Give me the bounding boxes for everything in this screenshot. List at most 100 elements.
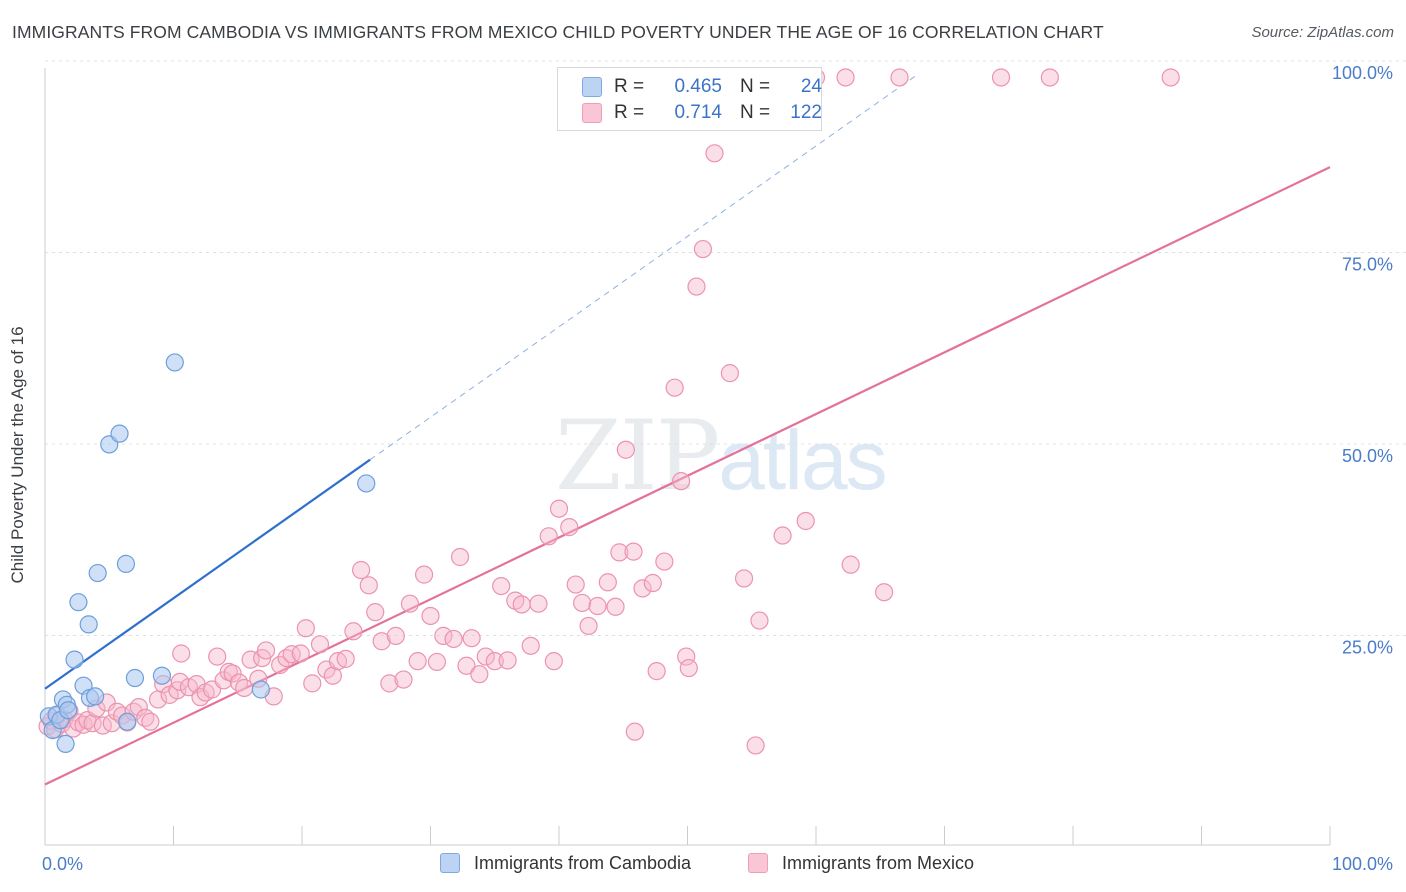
watermark-atlas: atlas	[718, 413, 887, 507]
cambodia-point	[110, 424, 129, 443]
legend-n-value: 24	[800, 76, 822, 97]
mexico-point	[141, 712, 160, 731]
mexico-point	[492, 576, 511, 596]
mexico-point	[643, 573, 662, 593]
mexico-point	[606, 597, 625, 616]
mexico-point	[796, 511, 815, 531]
mexico-point	[394, 670, 413, 689]
mexico-point	[434, 626, 453, 645]
mexico-point	[521, 636, 540, 655]
cambodia-point	[88, 563, 107, 583]
mexico-point	[773, 526, 792, 545]
y-axis-label: Child Poverty Under the Age of 16	[8, 326, 27, 584]
mexico-point	[462, 629, 481, 648]
legend-series-name: Immigrants from Cambodia	[474, 853, 692, 873]
mexico-point	[386, 626, 405, 645]
mexico-point	[655, 552, 674, 571]
mexico-point	[647, 662, 666, 681]
mexico-point	[380, 674, 399, 693]
mexico-point	[836, 68, 855, 87]
y-tick-label: 25.0%	[1342, 638, 1393, 658]
mexico-point	[693, 239, 713, 259]
mexico-point	[310, 635, 330, 654]
stats-legend: R = 0.465 N = 24 R = 0.714 N = 122	[557, 67, 822, 131]
mexico-point	[624, 542, 643, 561]
mexico-point	[734, 569, 754, 588]
mexico-point	[359, 576, 378, 595]
legend-r-label: R =	[614, 76, 645, 97]
cambodia-trend-line	[44, 458, 371, 690]
cambodia-trend-extension	[369, 73, 920, 461]
mexico-point	[579, 616, 598, 636]
cambodia-point	[116, 554, 136, 573]
cambodia-point	[125, 668, 145, 688]
mexico-point	[172, 644, 191, 663]
mexico-point	[890, 68, 909, 87]
mexico-swatch	[582, 103, 602, 123]
cambodia-points	[39, 353, 376, 753]
mexico-point	[223, 664, 242, 683]
cambodia-point	[165, 353, 184, 372]
mexico-point	[610, 543, 629, 562]
mexico-point	[444, 629, 463, 649]
mexico-point	[544, 652, 563, 671]
axes	[44, 68, 1331, 846]
mexico-point	[470, 665, 489, 684]
mexico-point	[414, 565, 434, 584]
legend-r-value: 0.465	[674, 76, 722, 97]
mexico-point	[271, 655, 290, 675]
mexico-point	[372, 632, 391, 651]
mexico-point	[241, 650, 260, 669]
cambodia-point	[118, 712, 137, 731]
mexico-point	[625, 722, 644, 741]
legend-n-value: 122	[790, 102, 822, 123]
mexico-point	[549, 499, 569, 518]
mexico-point	[296, 619, 315, 638]
mexico-point	[1040, 68, 1059, 87]
mexico-point	[427, 652, 447, 672]
mexico-point	[560, 518, 579, 537]
mexico-point	[633, 579, 652, 598]
mexico-point	[291, 644, 310, 663]
mexico-point	[616, 440, 635, 459]
mexico-point	[421, 606, 440, 626]
mexico-point	[336, 649, 355, 668]
legend-r-label: R =	[614, 102, 645, 123]
cambodia-point	[152, 666, 172, 685]
mexico-point	[750, 611, 769, 630]
mexico-point	[841, 555, 860, 574]
mexico-point	[229, 673, 249, 692]
cambodia-point	[251, 680, 270, 699]
mexico-point	[529, 594, 548, 613]
mexico-point	[573, 593, 592, 613]
legend-n-label: N =	[740, 102, 771, 123]
tick-labels: 25.0% 50.0% 75.0% 100.0% 0.0% 100.0%	[42, 63, 1393, 874]
cambodia-point	[69, 593, 88, 612]
mexico-point	[746, 736, 765, 755]
cambodia-swatch	[440, 853, 460, 873]
mexico-swatch	[748, 853, 768, 873]
chart-title: IMMIGRANTS FROM CAMBODIA VS IMMIGRANTS F…	[12, 22, 1104, 42]
legend-r-value: 0.714	[674, 102, 722, 123]
mexico-point	[344, 622, 363, 641]
mexico-point	[303, 674, 322, 693]
mexico-point	[366, 603, 385, 622]
mexico-point	[598, 573, 617, 592]
y-tick-label: 75.0%	[1342, 255, 1393, 275]
mexico-point	[566, 575, 585, 594]
mexico-point	[512, 595, 531, 614]
mexico-point	[485, 652, 504, 671]
cambodia-point	[65, 650, 84, 669]
mexico-point	[539, 527, 558, 546]
source-label: Source: ZipAtlas.com	[1251, 24, 1394, 41]
mexico-point	[498, 651, 517, 670]
mexico-points	[38, 68, 1180, 755]
mexico-point	[665, 378, 684, 397]
mexico-point	[352, 560, 371, 580]
mexico-point	[476, 647, 495, 666]
mexico-point	[129, 698, 148, 717]
mexico-point	[875, 583, 894, 602]
cambodia-point	[357, 474, 376, 493]
legend-series-name: Immigrants from Mexico	[782, 853, 975, 873]
